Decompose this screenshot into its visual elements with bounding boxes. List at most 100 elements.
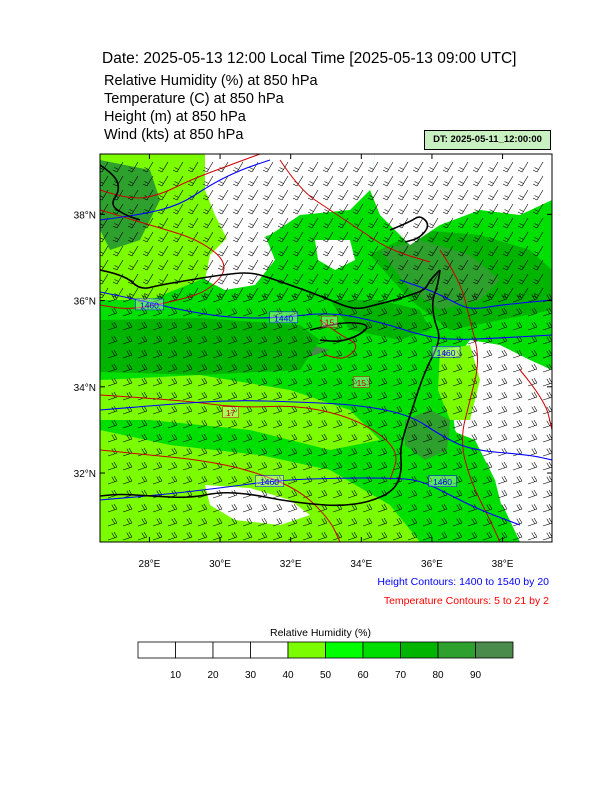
wind-barb: [332, 489, 343, 499]
wind-barb: [172, 259, 184, 271]
colorbar-tick-label: 50: [320, 670, 332, 681]
wind-barb: [122, 419, 133, 429]
wind-barb: [317, 461, 328, 471]
wind-barb: [257, 461, 268, 471]
wind-barb: [512, 377, 523, 387]
wind-barb: [377, 419, 388, 429]
wind-barb: [107, 335, 118, 345]
wind-barb: [517, 231, 529, 243]
wind-barb: [307, 161, 319, 173]
wind-barb: [112, 161, 124, 173]
wind-barb: [127, 175, 139, 187]
wind-barb: [272, 433, 283, 443]
variable-line-height: Height (m) at 850 hPa: [104, 109, 246, 125]
wind-barb: [397, 175, 409, 187]
wind-barb: [167, 405, 178, 415]
wind-barb: [347, 447, 358, 457]
wind-barb: [302, 447, 313, 457]
wind-barb: [197, 447, 208, 457]
wind-barb: [197, 405, 208, 415]
wind-barb: [307, 217, 319, 229]
wind-barb: [467, 517, 478, 527]
height-contour-label: 1440: [274, 313, 293, 323]
wind-barb: [502, 161, 514, 173]
height-contour-label-box: [135, 298, 164, 311]
wind-barb: [382, 217, 394, 229]
wind-barb: [467, 461, 478, 471]
colorbar-tick-label: 80: [432, 670, 444, 681]
wind-barb: [422, 307, 433, 317]
wind-barb: [427, 175, 439, 187]
wind-barb: [442, 203, 454, 215]
height-contour-label: 1460: [433, 477, 452, 487]
wind-barb: [272, 307, 283, 317]
wind-barb: [137, 503, 148, 513]
wind-barb: [182, 517, 193, 527]
wind-barb: [517, 175, 529, 187]
wind-barb: [257, 293, 268, 303]
wind-barb: [337, 203, 349, 215]
wind-barb: [212, 447, 223, 457]
wind-barb: [137, 391, 148, 401]
wind-barb: [437, 363, 448, 373]
wind-barb: [212, 391, 223, 401]
wind-barb: [362, 307, 373, 317]
wind-barb: [422, 447, 433, 457]
wind-barb: [497, 363, 508, 373]
y-tick-label: 32°N: [74, 469, 96, 480]
wind-barb: [437, 461, 448, 471]
wind-barb: [367, 161, 379, 173]
wind-barb: [202, 189, 214, 201]
wind-barb: [467, 363, 478, 373]
wind-barb: [452, 447, 463, 457]
wind-barb: [452, 517, 463, 527]
wind-barb: [437, 503, 448, 513]
wind-barb: [302, 531, 313, 541]
colorbar-bin: [437, 641, 476, 659]
wind-barb: [392, 531, 403, 541]
wind-barb: [152, 405, 163, 415]
wind-barb: [152, 531, 163, 541]
wind-barb: [247, 273, 259, 285]
wind-barb: [362, 489, 373, 499]
wind-barb: [182, 419, 193, 429]
wind-barb: [232, 217, 244, 229]
wind-barb: [407, 321, 418, 331]
wind-barb: [382, 189, 394, 201]
wind-barb: [322, 231, 334, 243]
wind-barb: [287, 503, 298, 513]
wind-barb: [482, 405, 493, 415]
wind-barb: [437, 531, 448, 541]
wind-barb: [287, 335, 298, 345]
wind-barb: [217, 259, 229, 271]
wind-barbs: [100, 161, 552, 541]
wind-barb: [377, 517, 388, 527]
wind-barb: [122, 321, 133, 331]
wind-barb: [137, 531, 148, 541]
wind-barb: [157, 245, 169, 257]
wind-barb: [202, 245, 214, 257]
wind-barb: [247, 161, 259, 173]
wind-barb: [527, 363, 538, 373]
wind-barb: [512, 307, 523, 317]
wind-barb: [457, 245, 469, 257]
wind-barb: [257, 391, 268, 401]
wind-barb: [332, 377, 343, 387]
wind-barb: [317, 419, 328, 429]
wind-barb: [242, 419, 253, 429]
wind-barb: [517, 217, 529, 229]
wind-barb: [202, 203, 214, 215]
wind-barb: [257, 335, 268, 345]
wind-barb: [527, 503, 538, 513]
wind-barb: [232, 259, 244, 271]
wind-barb: [227, 531, 238, 541]
wind-barb: [262, 273, 274, 285]
wind-barb: [247, 175, 259, 187]
wind-barb: [212, 475, 223, 485]
wind-barb: [167, 335, 178, 345]
wind-barb: [322, 189, 334, 201]
wind-barb: [272, 461, 283, 471]
wind-barb: [127, 245, 139, 257]
wind-barb: [337, 273, 349, 285]
variable-line-wind: Wind (kts) at 850 hPa: [104, 127, 244, 143]
